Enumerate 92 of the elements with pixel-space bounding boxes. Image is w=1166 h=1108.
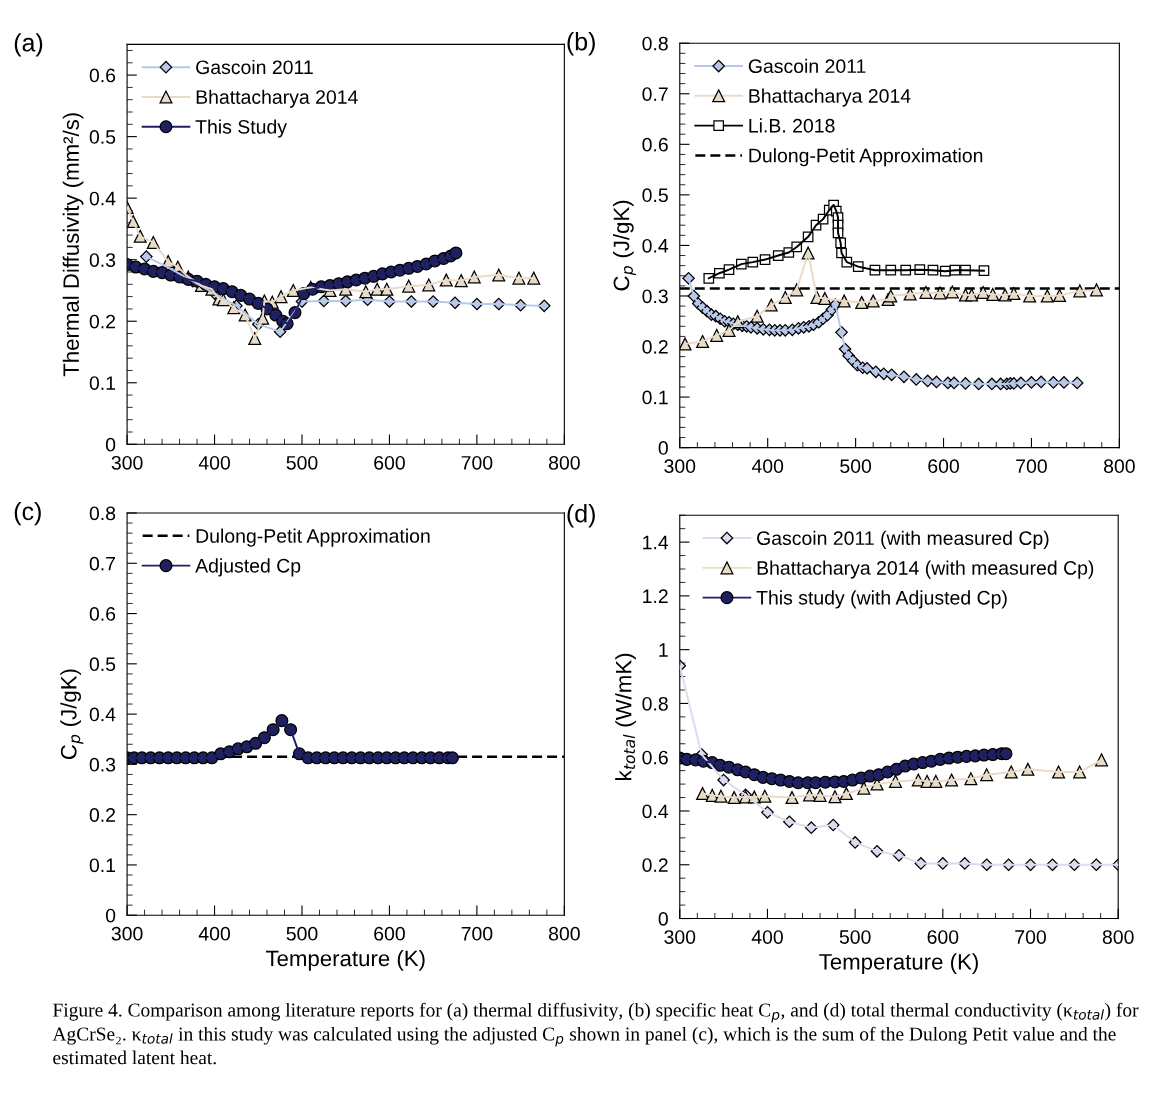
x-tick-label: 800: [1103, 459, 1135, 474]
legend-label: Gascoin 2011: [196, 59, 313, 75]
y-tick-label: 0.1: [642, 390, 668, 405]
y-tick-label: 1.2: [643, 589, 668, 603]
point: [679, 337, 692, 351]
y-tick-label: 0: [658, 912, 668, 926]
y-tick-label: 0.8: [642, 696, 668, 711]
legend-label: Dulong-Petit Approximation: [196, 528, 430, 547]
y-tick-label: 0.5: [89, 657, 116, 672]
y-axis-title: C$_{p}$ (J/gK): [612, 200, 636, 291]
y-tick-label: 0: [658, 441, 668, 455]
x-tick-label: 600: [927, 930, 959, 944]
point: [492, 268, 506, 282]
x-tick-label: 500: [840, 459, 872, 474]
y-tick-label: 0.1: [89, 858, 116, 873]
y-tick-label: 0.3: [642, 289, 668, 304]
point: [1004, 765, 1018, 779]
point: [527, 271, 541, 285]
y-tick-label: 0.1: [89, 376, 116, 391]
x-tick-label: 700: [461, 455, 493, 470]
y-tick-label: 0.4: [89, 191, 116, 206]
legend-label: Adjusted Cp: [195, 558, 301, 577]
x-tick-label: 300: [111, 455, 143, 470]
x-tick-label: 300: [664, 930, 696, 944]
y-tick-label: 0.8: [89, 506, 116, 521]
x-tick-label: 400: [198, 926, 231, 941]
x-tick-label: 500: [286, 455, 318, 470]
y-tick-label: 1.4: [643, 535, 669, 550]
y-tick-label: 0.6: [642, 750, 668, 765]
y-tick-label: 0.4: [642, 804, 669, 819]
y-tick-label: 0.7: [89, 556, 116, 571]
chart-title: (c): [14, 501, 41, 526]
legend-label: This Study: [195, 119, 287, 138]
x-tick-label: 300: [664, 459, 696, 474]
y-tick-label: 0.5: [89, 130, 116, 144]
point: [1023, 289, 1037, 303]
x-tick-label: 600: [928, 459, 959, 474]
legend-label: This study (with Adjusted Cp): [756, 590, 1007, 609]
point: [439, 273, 453, 287]
y-tick-label: 0.6: [642, 137, 668, 152]
chart-title: (b): [567, 32, 595, 56]
y-axis-title: k$_{total}$ (W/mK): [615, 653, 636, 780]
y-tick-label: 0.4: [89, 707, 116, 722]
text: Figure 4. Comparison among literature reports for (a) thermal diffusivity, (b) specific heat C$_{p}$, and (d) total thermal conductivity (κ$_{total}$) for AgCrSe₂. κ$_{total}$ in this study was calculated using the adjusted C$_{p}$ shown in panel (c), which is the sum of the Dulong Petit value and the estimated latent heat.: [52, 1002, 1139, 1065]
y-tick-label: 0.2: [642, 339, 668, 354]
legend-label: Bhattacharya 2014: [196, 89, 358, 108]
x-tick-label: 700: [1015, 930, 1046, 944]
point: [785, 791, 799, 805]
x-tick-label: 400: [751, 459, 784, 474]
y-tick-label: 0.7: [642, 87, 668, 101]
x-tick-label: 800: [548, 926, 580, 941]
legend-label: Bhattacharya 2014 (with measured Cp): [757, 560, 1094, 579]
y-tick-label: 0.6: [89, 607, 116, 621]
y-axis-title: Thermal Diffusivity (mm²/s): [62, 113, 84, 377]
point: [1040, 289, 1054, 303]
x-tick-label: 600: [374, 926, 405, 941]
legend-label: Gascoin 2011 (with measured Cp): [757, 530, 1049, 549]
x-tick-label: 800: [1102, 930, 1134, 944]
legend-label: Bhattacharya 2014: [749, 88, 911, 107]
point: [866, 294, 880, 308]
legend-label: Gascoin 2011: [748, 58, 866, 74]
y-tick-label: 0.2: [642, 858, 668, 872]
legend-label: Dulong-Petit Approximation: [749, 148, 983, 167]
y-tick-label: 1: [659, 643, 668, 657]
chart-title: (d): [567, 504, 595, 528]
x-tick-label: 700: [1016, 459, 1047, 474]
y-axis-title: C$_{p}$ (J/gK): [60, 669, 84, 760]
y-tick-label: 0.3: [89, 757, 116, 772]
x-tick-label: 700: [461, 926, 493, 941]
point: [828, 790, 842, 804]
x-tick-label: 500: [286, 926, 318, 941]
y-tick-label: 0.8: [642, 36, 668, 51]
x-tick-label: 300: [111, 926, 143, 941]
y-tick-label: 0: [105, 908, 116, 923]
y-tick-label: 0.2: [89, 808, 116, 822]
x-axis-title: Temperature (K): [265, 950, 425, 971]
x-tick-label: 400: [198, 455, 231, 470]
x-tick-label: 800: [548, 455, 580, 470]
chart-title: (a): [14, 33, 43, 57]
x-axis-title: Temperature (K): [819, 953, 978, 975]
y-tick-label: 0: [105, 437, 116, 452]
point: [837, 294, 851, 308]
x-tick-label: 400: [751, 930, 783, 944]
x-tick-label: 500: [839, 930, 871, 944]
legend-label: Li.B. 2018: [749, 118, 835, 133]
y-tick-label: 0.2: [89, 314, 116, 329]
y-tick-label: 0.5: [642, 188, 668, 203]
y-tick-label: 0.4: [642, 238, 669, 253]
x-tick-label: 600: [374, 455, 405, 470]
point: [402, 279, 416, 293]
y-tick-label: 0.6: [89, 68, 116, 83]
y-tick-label: 0.3: [89, 253, 116, 267]
